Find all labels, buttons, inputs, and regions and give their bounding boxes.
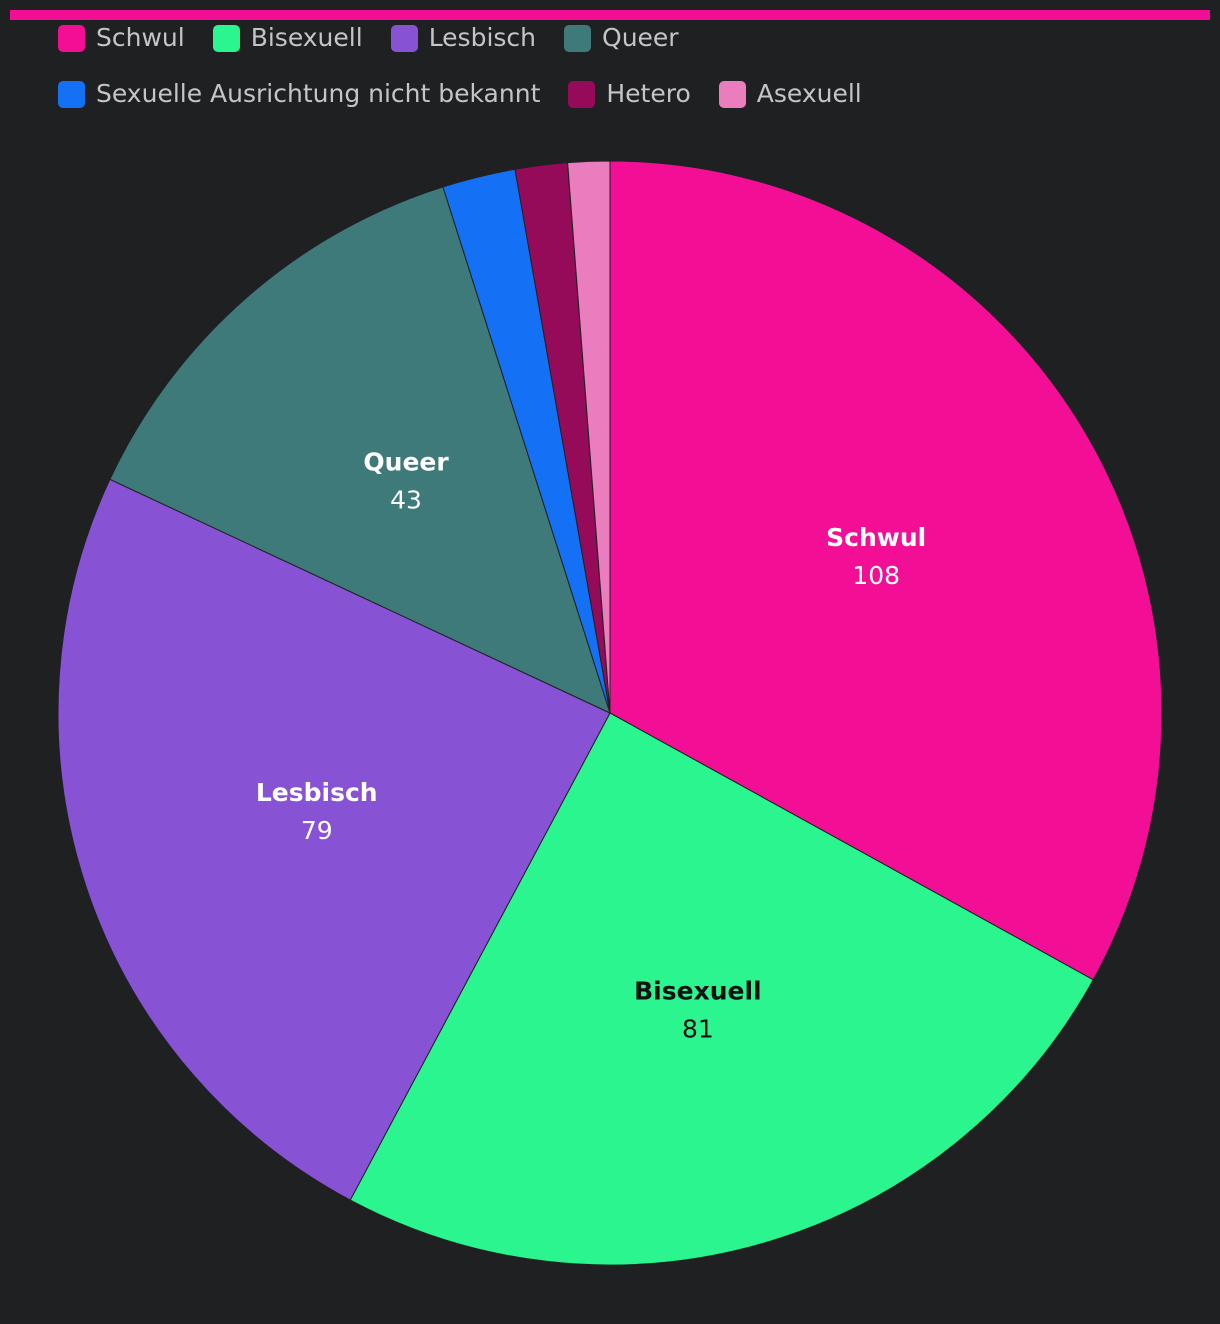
- legend-swatch: [564, 24, 592, 52]
- pie-slice-bisexuell[interactable]: [349, 712, 1094, 1266]
- legend-item-sexuelle-ausrichtung-nicht-bekannt[interactable]: Sexuelle Ausrichtung nicht bekannt: [58, 80, 540, 108]
- legend-swatch: [390, 24, 418, 52]
- top-accent-bar: [10, 10, 1210, 20]
- legend-swatch: [58, 80, 85, 108]
- legend-label: Schwul: [96, 23, 185, 52]
- legend-swatch: [718, 80, 746, 108]
- legend-item-lesbisch[interactable]: Lesbisch: [390, 23, 537, 52]
- legend-swatch: [212, 24, 240, 52]
- legend-label: Bisexuell: [250, 23, 363, 52]
- legend-label: Queer: [602, 23, 679, 52]
- slice-label-name: Queer: [363, 448, 449, 477]
- pie-slice-schwul[interactable]: [609, 160, 1163, 981]
- pie-slice-lesbisch[interactable]: [57, 478, 611, 1201]
- slice-label-name: Schwul: [826, 523, 926, 552]
- legend-label: Asexuell: [756, 79, 862, 108]
- slice-label-value: 108: [852, 561, 900, 590]
- slice-label-value: 43: [390, 486, 422, 515]
- pie-slice-queer[interactable]: [109, 186, 611, 714]
- legend-label: Hetero: [606, 79, 691, 108]
- legend-item-queer[interactable]: Queer: [564, 24, 679, 52]
- legend-label: Sexuelle Ausrichtung nicht bekannt: [96, 79, 541, 108]
- slice-label-value: 79: [301, 816, 333, 845]
- legend-item-bisexuell[interactable]: Bisexuell: [212, 23, 363, 52]
- slice-label-value: 81: [682, 1014, 714, 1043]
- legend-item-hetero[interactable]: Hetero: [568, 79, 691, 108]
- chart-legend: Schwul Bisexuell Lesbisch Queer Sexuelle Aus…: [58, 24, 1178, 108]
- slice-label-name: Bisexuell: [634, 976, 761, 1005]
- pie-slice-asexuell[interactable]: [567, 160, 611, 714]
- legend-label: Lesbisch: [428, 23, 537, 52]
- legend-swatch: [58, 24, 85, 52]
- slice-label-name: Lesbisch: [256, 778, 378, 807]
- legend-item-schwul[interactable]: Schwul: [58, 24, 185, 52]
- legend-item-asexuell[interactable]: Asexuell: [718, 79, 862, 108]
- legend-swatch: [568, 80, 596, 108]
